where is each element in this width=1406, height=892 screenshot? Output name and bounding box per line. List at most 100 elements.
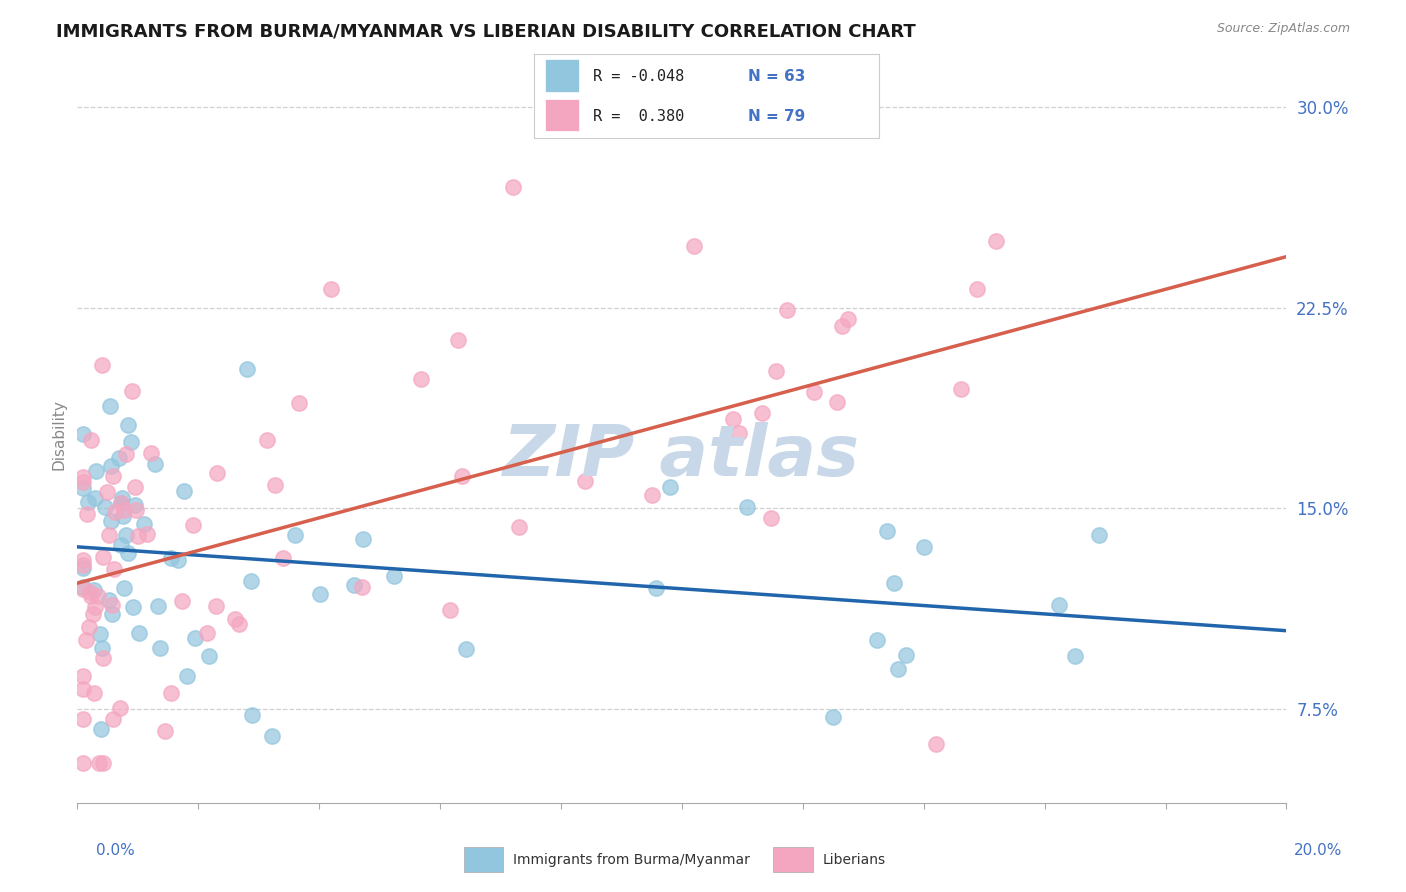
Point bbox=[90, 722, 112, 736]
Point bbox=[115, 527, 138, 541]
Point bbox=[72, 582, 94, 597]
Point bbox=[89, 627, 111, 641]
Point bbox=[240, 708, 263, 723]
Point bbox=[271, 550, 294, 565]
Text: 20.0%: 20.0% bbox=[1295, 843, 1343, 858]
Point bbox=[288, 396, 311, 410]
Point bbox=[343, 577, 366, 591]
Point bbox=[149, 640, 172, 655]
Point bbox=[72, 469, 94, 483]
Point bbox=[80, 433, 103, 447]
Point bbox=[837, 311, 859, 326]
Point bbox=[160, 686, 183, 700]
Point bbox=[87, 756, 110, 770]
Point bbox=[204, 599, 226, 613]
Point bbox=[72, 712, 94, 726]
Point bbox=[79, 584, 101, 599]
Point bbox=[411, 371, 433, 385]
Point bbox=[72, 475, 94, 490]
Point bbox=[108, 700, 131, 714]
Point bbox=[146, 599, 169, 613]
Point bbox=[658, 480, 681, 494]
Point bbox=[72, 482, 94, 496]
Point bbox=[72, 580, 94, 594]
Point bbox=[456, 641, 478, 656]
Point bbox=[751, 406, 773, 420]
Point bbox=[76, 494, 98, 508]
Point bbox=[263, 478, 285, 492]
Point bbox=[260, 729, 283, 743]
Point bbox=[86, 464, 108, 478]
Point bbox=[114, 502, 136, 516]
Text: N = 79: N = 79 bbox=[748, 109, 806, 124]
Point bbox=[103, 561, 125, 575]
Point bbox=[120, 435, 142, 450]
Point bbox=[224, 612, 246, 626]
Point bbox=[1088, 528, 1111, 542]
Point bbox=[143, 457, 166, 471]
Point bbox=[723, 412, 745, 426]
Point bbox=[100, 599, 122, 613]
Point bbox=[887, 662, 910, 676]
Bar bbox=[544, 99, 579, 131]
Point bbox=[100, 514, 122, 528]
Point bbox=[87, 589, 110, 603]
Point bbox=[502, 180, 524, 194]
Point bbox=[727, 426, 749, 441]
Point bbox=[112, 508, 135, 523]
Point bbox=[240, 574, 263, 588]
Point bbox=[641, 488, 664, 502]
Point bbox=[966, 282, 988, 296]
Point bbox=[984, 235, 1007, 249]
Point bbox=[683, 239, 706, 253]
Point bbox=[72, 756, 94, 770]
Point bbox=[117, 546, 139, 560]
Point bbox=[205, 466, 228, 480]
Point bbox=[352, 532, 374, 546]
Point bbox=[98, 527, 121, 541]
Point bbox=[309, 587, 332, 601]
Point bbox=[84, 600, 107, 615]
Point bbox=[803, 385, 825, 400]
Point bbox=[132, 516, 155, 531]
Point bbox=[735, 500, 758, 514]
Point bbox=[256, 433, 278, 447]
Point bbox=[100, 399, 122, 413]
Point bbox=[111, 491, 134, 505]
Point bbox=[100, 459, 122, 474]
Point bbox=[821, 710, 844, 724]
Point bbox=[101, 607, 124, 621]
Point bbox=[72, 681, 94, 696]
Point bbox=[925, 737, 948, 751]
Point bbox=[83, 583, 105, 598]
Point bbox=[912, 540, 935, 554]
Point bbox=[91, 550, 114, 565]
Text: R =  0.380: R = 0.380 bbox=[593, 109, 685, 124]
Point bbox=[765, 364, 787, 378]
Point bbox=[284, 527, 307, 541]
Point bbox=[167, 553, 190, 567]
Point bbox=[775, 302, 797, 317]
Point bbox=[831, 318, 853, 333]
Text: R = -0.048: R = -0.048 bbox=[593, 69, 685, 84]
Text: 0.0%: 0.0% bbox=[96, 843, 135, 858]
Point bbox=[172, 594, 194, 608]
Point bbox=[176, 669, 198, 683]
Bar bbox=[544, 60, 579, 92]
Point bbox=[451, 468, 474, 483]
Point bbox=[136, 526, 159, 541]
Point bbox=[75, 632, 97, 647]
Point bbox=[1064, 648, 1087, 663]
Point bbox=[153, 724, 176, 739]
Point bbox=[321, 282, 343, 296]
Point bbox=[114, 447, 136, 461]
Point bbox=[184, 631, 207, 645]
Point bbox=[235, 362, 257, 376]
Point bbox=[122, 600, 145, 615]
Point bbox=[108, 450, 131, 465]
Text: Liberians: Liberians bbox=[823, 853, 886, 867]
Point bbox=[77, 620, 100, 634]
Point bbox=[574, 474, 596, 488]
Point bbox=[825, 394, 848, 409]
Y-axis label: Disability: Disability bbox=[51, 400, 66, 470]
